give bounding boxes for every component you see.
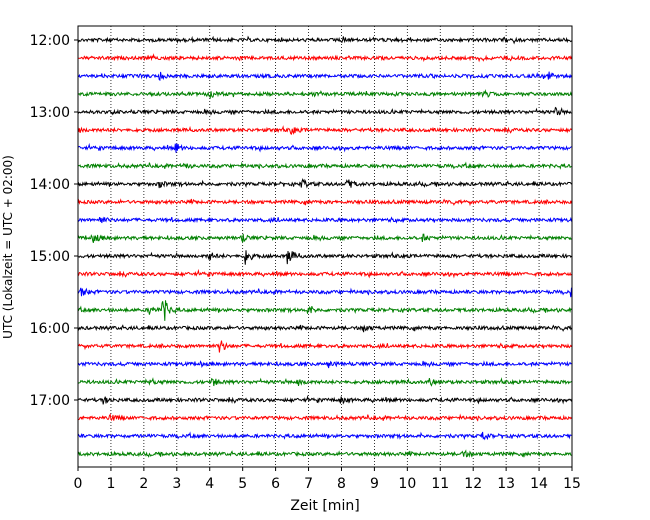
trace-row-1615 [77, 340, 572, 353]
seismogram-traces [77, 35, 572, 458]
trace-row-1700 [77, 394, 572, 405]
x-tick-label: 7 [304, 476, 313, 492]
trace-row-1715 [77, 413, 572, 422]
trace-row-1215 [77, 53, 572, 63]
x-tick-label: 3 [172, 476, 181, 492]
trace-row-1315 [77, 125, 572, 135]
trace-row-1730 [77, 431, 572, 441]
y-tick-label: 15:00 [30, 249, 70, 265]
trace-row-1415 [77, 198, 572, 207]
x-tick-label: 10 [398, 476, 416, 492]
trace-row-1230 [77, 71, 572, 82]
trace-row-1245 [77, 88, 572, 100]
trace-row-1500 [77, 250, 572, 265]
y-axis-label: UTC (Lokalzeit = UTC + 02:00) [1, 155, 15, 339]
x-tick-label: 9 [370, 476, 379, 492]
trace-row-1530 [77, 287, 572, 298]
x-tick-label: 14 [530, 476, 548, 492]
trace-row-1515 [77, 268, 572, 279]
x-tick-label: 6 [271, 476, 280, 492]
x-tick-label: 0 [74, 476, 83, 492]
trace-row-1745 [77, 449, 572, 458]
y-tick-label: 13:00 [30, 105, 70, 121]
y-tick-label: 17:00 [30, 393, 70, 409]
y-tick-label: 16:00 [30, 321, 70, 337]
trace-row-1330 [77, 142, 572, 153]
trace-row-1445 [77, 233, 572, 244]
x-tick-label: 1 [106, 476, 115, 492]
trace-row-1300 [77, 106, 572, 116]
trace-row-1345 [77, 161, 572, 170]
trace-row-1600 [77, 324, 572, 333]
trace-row-1200 [77, 35, 572, 45]
y-tick-label: 12:00 [30, 33, 70, 49]
trace-row-1430 [77, 216, 572, 224]
trace-row-1400 [77, 177, 572, 189]
x-tick-label: 15 [563, 476, 581, 492]
x-axis-ticks: 0 1 2 3 4 5 6 7 8 9 10 11 12 13 14 15 [74, 467, 581, 492]
x-tick-label: 12 [464, 476, 482, 492]
x-tick-label: 8 [337, 476, 346, 492]
plot-frame [77, 25, 573, 468]
y-tick-label: 14:00 [30, 177, 70, 193]
x-tick-label: 2 [139, 476, 148, 492]
x-tick-label: 4 [205, 476, 214, 492]
x-tick-label: 11 [431, 476, 449, 492]
trace-row-1630 [77, 360, 572, 369]
y-axis-ticks: 12:00 13:00 14:00 15:00 16:00 17:00 [30, 33, 78, 409]
x-axis-label: Zeit [min] [290, 498, 359, 514]
x-tick-label: 13 [497, 476, 515, 492]
x-tick-label: 5 [238, 476, 247, 492]
trace-row-1645 [77, 377, 572, 387]
trace-row-1545 [77, 300, 572, 321]
